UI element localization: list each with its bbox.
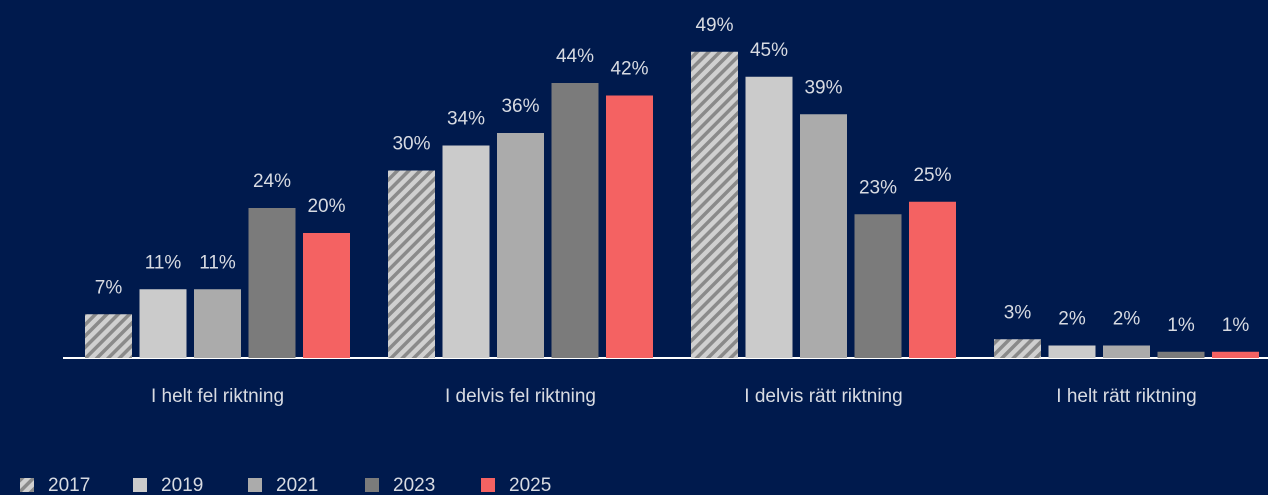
- value-label: 2%: [1058, 309, 1086, 330]
- bar: [994, 339, 1041, 358]
- value-label: 2%: [1113, 309, 1141, 330]
- bar: [1048, 345, 1096, 358]
- x-tick-label: I helt rätt riktning: [1056, 386, 1196, 407]
- bar: [606, 95, 653, 358]
- bar: [248, 208, 296, 358]
- value-label: 11%: [145, 252, 182, 273]
- bar: [745, 76, 793, 358]
- value-label: 20%: [307, 196, 345, 217]
- legend-swatch: [481, 478, 495, 492]
- value-label: 23%: [859, 177, 897, 198]
- bar: [691, 51, 738, 358]
- bar: [388, 170, 435, 358]
- value-label: 30%: [392, 134, 430, 155]
- bar: [497, 133, 544, 358]
- value-label: 3%: [1004, 302, 1032, 323]
- bar: [800, 114, 847, 358]
- legend-swatch: [248, 478, 262, 492]
- legend-label: 2017: [48, 475, 90, 495]
- bar: [139, 289, 187, 358]
- legend-swatch: [133, 478, 147, 492]
- legend-swatch: [365, 478, 379, 492]
- bar: [1157, 351, 1205, 358]
- bar: [854, 214, 902, 358]
- value-label: 39%: [804, 77, 842, 98]
- value-label: 34%: [447, 109, 485, 130]
- value-label: 7%: [95, 277, 123, 298]
- value-label: 49%: [695, 15, 733, 36]
- bar: [303, 233, 350, 358]
- value-label: 44%: [556, 46, 594, 67]
- value-label: 42%: [610, 59, 648, 80]
- bar: [442, 145, 490, 358]
- x-tick-label: I delvis fel riktning: [445, 386, 596, 407]
- value-label: 36%: [501, 96, 539, 117]
- bar: [194, 289, 241, 358]
- x-tick-label: I delvis rätt riktning: [744, 386, 902, 407]
- value-label: 11%: [199, 252, 236, 273]
- bar: [85, 314, 132, 358]
- value-label: 1%: [1222, 315, 1250, 336]
- legend-label: 2019: [161, 475, 203, 495]
- legend-label: 2021: [276, 475, 318, 495]
- bar: [1103, 345, 1150, 358]
- legend-swatch: [20, 478, 34, 492]
- legend-label: 2025: [509, 475, 551, 495]
- bar: [909, 201, 956, 358]
- value-label: 45%: [750, 40, 788, 61]
- legend-label: 2023: [393, 475, 435, 495]
- bar: [551, 83, 599, 358]
- value-label: 1%: [1167, 315, 1195, 336]
- x-tick-label: I helt fel riktning: [151, 386, 284, 407]
- value-label: 25%: [913, 165, 951, 186]
- value-label: 24%: [253, 171, 291, 192]
- bar: [1212, 351, 1259, 358]
